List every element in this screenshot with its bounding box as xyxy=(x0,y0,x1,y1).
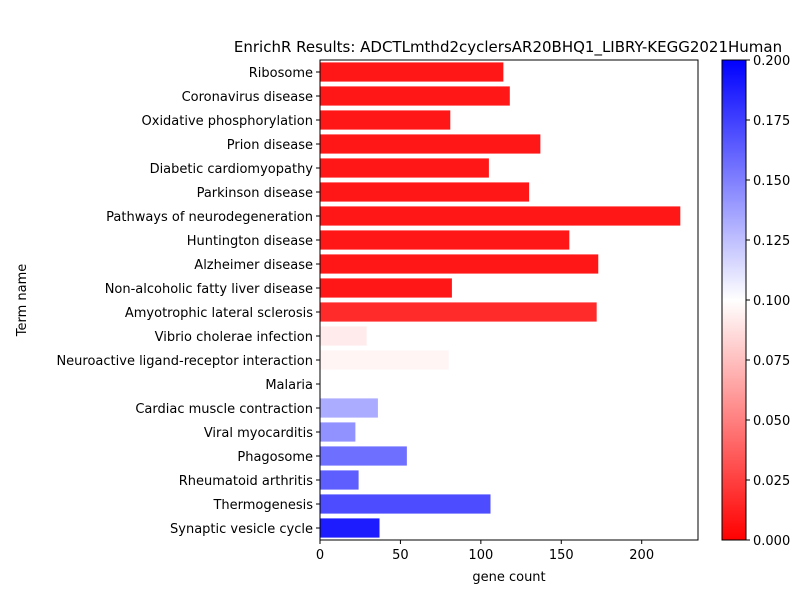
colorbar-tick-label: 0.000 xyxy=(753,534,790,549)
y-tick-label: Parkinson disease xyxy=(197,186,313,201)
bar xyxy=(320,62,504,82)
y-tick-labels: Ribosome Coronavirus disease Oxidative pho… xyxy=(56,66,320,537)
y-axis-label: Term name xyxy=(15,264,30,338)
x-tick-label: 150 xyxy=(549,548,574,563)
y-tick-label: Non-alcoholic fatty liver disease xyxy=(105,282,313,297)
bar xyxy=(320,350,449,370)
y-tick-label: Viral myocarditis xyxy=(204,426,313,441)
colorbar-tick-label: 0.075 xyxy=(753,354,790,369)
y-tick-label: Phagosome xyxy=(237,450,313,465)
x-tick-label: 50 xyxy=(392,548,409,563)
colorbar-tick-label: 0.050 xyxy=(753,414,790,429)
bar xyxy=(320,374,340,394)
plot-frame xyxy=(319,59,699,541)
bar xyxy=(320,86,510,106)
colorbar-tick-label: 0.125 xyxy=(753,234,790,249)
colorbar xyxy=(721,59,747,541)
x-ticks: 0 50 100 150 200 xyxy=(316,540,654,563)
y-tick-label: Synaptic vesicle cycle xyxy=(170,522,313,537)
colorbar-tick-label: 0.175 xyxy=(753,114,790,129)
y-tick-label: Rheumatoid arthritis xyxy=(179,474,313,489)
y-tick-label: Malaria xyxy=(265,378,313,393)
bar xyxy=(320,446,407,466)
bar xyxy=(320,398,378,418)
y-tick-label: Vibrio cholerae infection xyxy=(155,330,313,345)
y-tick-label: Thermogenesis xyxy=(212,498,313,513)
y-tick-label: Alzheimer disease xyxy=(194,258,313,273)
bar xyxy=(320,182,530,202)
bar xyxy=(320,230,570,250)
bar xyxy=(320,518,380,538)
x-tick-label: 100 xyxy=(468,548,493,563)
bar xyxy=(320,302,597,322)
colorbar-tick-label: 0.025 xyxy=(753,474,790,489)
bar xyxy=(320,254,599,274)
bar xyxy=(320,470,359,490)
x-axis-label: gene count xyxy=(472,570,545,585)
colorbar-tick-label: 0.200 xyxy=(753,54,790,69)
bar xyxy=(320,278,452,298)
bar xyxy=(320,110,451,130)
colorbar-tick-label: 0.150 xyxy=(753,174,790,189)
x-tick-label: 0 xyxy=(316,548,324,563)
bar xyxy=(320,326,367,346)
y-tick-label: Huntington disease xyxy=(187,234,313,249)
y-tick-label: Ribosome xyxy=(249,66,313,81)
bar xyxy=(320,134,541,154)
y-tick-label: Pathways of neurodegeneration xyxy=(106,210,313,225)
y-tick-label: Cardiac muscle contraction xyxy=(135,402,313,417)
y-tick-label: Neuroactive ligand-receptor interaction xyxy=(56,354,313,369)
chart-title: EnrichR Results: ADCTLmthd2cyclersAR20BH… xyxy=(234,38,782,57)
y-tick-label: Diabetic cardiomyopathy xyxy=(150,162,314,177)
bar xyxy=(320,422,356,442)
x-tick-label: 200 xyxy=(629,548,654,563)
y-tick-label: Amyotrophic lateral sclerosis xyxy=(125,306,313,321)
colorbar-ticks: 0.000 0.025 0.050 0.075 0.100 0.125 0.150 0.175… xyxy=(746,54,790,549)
bars-layer xyxy=(320,62,681,538)
colorbar-tick-label: 0.100 xyxy=(753,294,790,309)
y-tick-label: Oxidative phosphorylation xyxy=(142,114,313,129)
y-tick-label: Prion disease xyxy=(227,138,313,153)
bar xyxy=(320,158,489,178)
y-tick-label: Coronavirus disease xyxy=(182,90,313,105)
bar xyxy=(320,206,681,226)
bar xyxy=(320,494,491,514)
